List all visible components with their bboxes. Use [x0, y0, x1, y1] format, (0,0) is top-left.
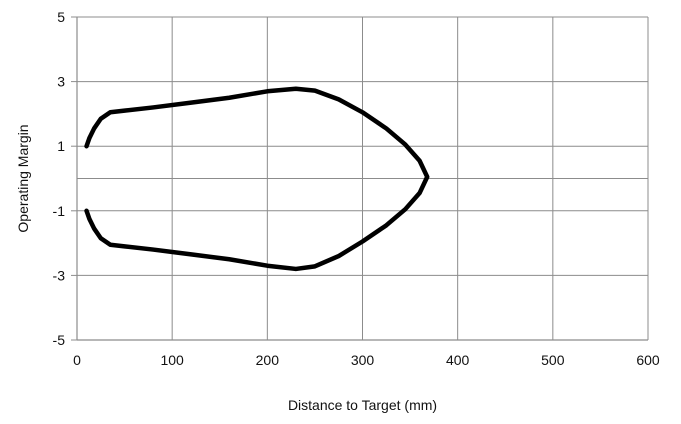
y-tick-label: 1: [57, 138, 65, 154]
axes: [71, 16, 648, 341]
data-series: [84, 86, 430, 272]
grid: [76, 16, 649, 341]
x-tick-label: 0: [73, 352, 81, 368]
y-axis-label: Operating Margin: [15, 124, 31, 232]
x-tick-label: 200: [256, 352, 280, 368]
x-tick-label: 400: [446, 352, 470, 368]
x-axis-label: Distance to Target (mm): [288, 397, 437, 413]
y-tick-label: -3: [53, 267, 66, 283]
series-line: [84, 86, 430, 272]
x-tick-label: 100: [160, 352, 184, 368]
x-tick-label: 600: [636, 352, 660, 368]
y-tick-label: -5: [53, 332, 66, 348]
y-tick-label: -1: [53, 203, 66, 219]
tick-labels: 0 100 200 300 400 500 600 -5 -3 -1 1 3 5: [53, 9, 660, 368]
x-tick-label: 500: [541, 352, 565, 368]
y-tick-label: 3: [57, 74, 65, 90]
y-tick-label: 5: [57, 9, 65, 25]
x-tick-label: 300: [351, 352, 375, 368]
